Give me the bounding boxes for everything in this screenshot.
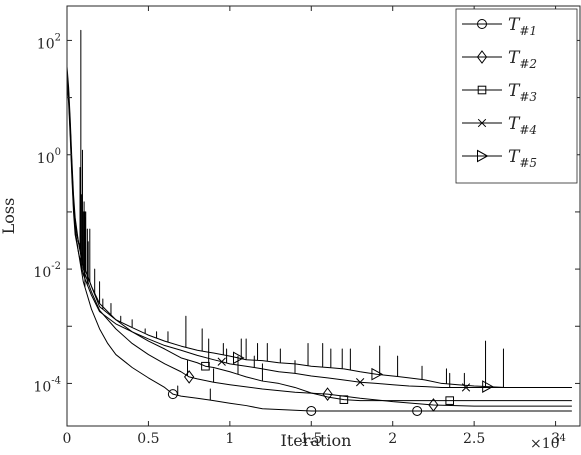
- legend-label-subscript: #4: [519, 123, 537, 137]
- legend-marker-5: [477, 149, 489, 163]
- legend-label-2: T#2: [508, 48, 537, 71]
- series-2-marker-2: [322, 387, 333, 401]
- legend-label-name: T: [508, 81, 521, 101]
- legend-label-name: T: [508, 15, 521, 35]
- legend-marker-2: [476, 50, 488, 64]
- series-1-marker-1: [167, 389, 178, 400]
- legend-entry-5: T#5: [462, 147, 537, 170]
- legend-label-1: T#1: [508, 15, 537, 38]
- legend-label-subscript: #1: [519, 24, 537, 38]
- legend-entry-4: T#4: [462, 114, 537, 137]
- y-tick-label-base: 10: [37, 36, 55, 52]
- series-1-marker-2: [306, 405, 317, 416]
- x-axis-multiplier: ×104: [530, 433, 566, 452]
- series-1-marker-3: [412, 405, 423, 416]
- legend-entry-3: T#3: [462, 81, 537, 104]
- y-tick-label-base: 10: [33, 379, 51, 395]
- legend-label-5: T#5: [508, 147, 537, 170]
- series-5-marker-3: [482, 380, 494, 393]
- x-tick-label: 1: [225, 431, 234, 447]
- x-axis-ticks: 0 0.5 1 1.5 2 2.5 3: [63, 6, 560, 447]
- series-3-marker-2: [339, 395, 349, 404]
- series-4-marker-3: [461, 383, 471, 392]
- y-tick-label-base: 10: [37, 151, 55, 167]
- legend-marker-4: [477, 118, 487, 128]
- y-tick-label-exponent: 2: [55, 32, 61, 43]
- y-tick-label: 100: [37, 147, 61, 167]
- x-tick-label: 2: [388, 431, 397, 447]
- y-tick-label-exponent: -2: [51, 261, 61, 272]
- series-line-4: [67, 29, 572, 388]
- series-5-marker-2: [371, 367, 383, 381]
- x-axis-multiplier-exponent: 4: [560, 433, 566, 444]
- x-tick-label: 0.5: [137, 431, 159, 447]
- legend-entry-1: T#1: [462, 15, 537, 38]
- series-2-marker-1: [184, 370, 195, 384]
- y-tick-label-exponent: 0: [55, 147, 61, 158]
- x-tick-label: 0: [63, 431, 72, 447]
- series-layer: [67, 29, 572, 412]
- series-line-3: [67, 66, 572, 402]
- series-4-marker-2: [355, 378, 365, 387]
- legend-label-name: T: [508, 114, 521, 134]
- legend-label-subscript: #2: [519, 57, 537, 71]
- series-2-marker-3: [428, 398, 439, 412]
- legend-label-3: T#3: [508, 81, 537, 104]
- series-4-marker-1: [217, 357, 226, 366]
- x-tick-label: 1.5: [300, 431, 322, 447]
- y-tick-label: 10-2: [33, 261, 61, 281]
- x-tick-label: 2.5: [463, 431, 485, 447]
- legend-label-subscript: #3: [519, 90, 537, 104]
- series-3-marker-3: [445, 396, 455, 405]
- series-3-marker-1: [201, 361, 210, 371]
- legend-label-name: T: [508, 48, 521, 68]
- plot-frame: [66, 5, 581, 427]
- legend-label-name: T: [508, 147, 521, 167]
- y-tick-label-exponent: -4: [51, 375, 61, 386]
- legend-marker-1: [477, 19, 487, 29]
- marker-layer: [167, 351, 494, 416]
- x-axis-label: Iteration: [281, 431, 352, 450]
- legend-label-4: T#4: [508, 114, 537, 137]
- x-tick-label: 3: [551, 431, 560, 447]
- y-tick-label-base: 10: [33, 265, 51, 281]
- y-axis-label: Loss: [0, 198, 18, 235]
- legend-entry-2: T#2: [462, 48, 537, 71]
- y-tick-label: 10-4: [33, 375, 61, 395]
- x-axis-multiplier-base: ×10: [530, 436, 560, 452]
- y-tick-label: 102: [37, 32, 61, 52]
- legend: T#1T#2T#3T#4T#5: [455, 8, 578, 184]
- legend-marker-3: [477, 85, 487, 95]
- legend-box: [455, 8, 578, 184]
- series-line-5: [67, 71, 572, 388]
- series-5-marker-1: [233, 351, 245, 365]
- legend-label-subscript: #5: [519, 156, 537, 170]
